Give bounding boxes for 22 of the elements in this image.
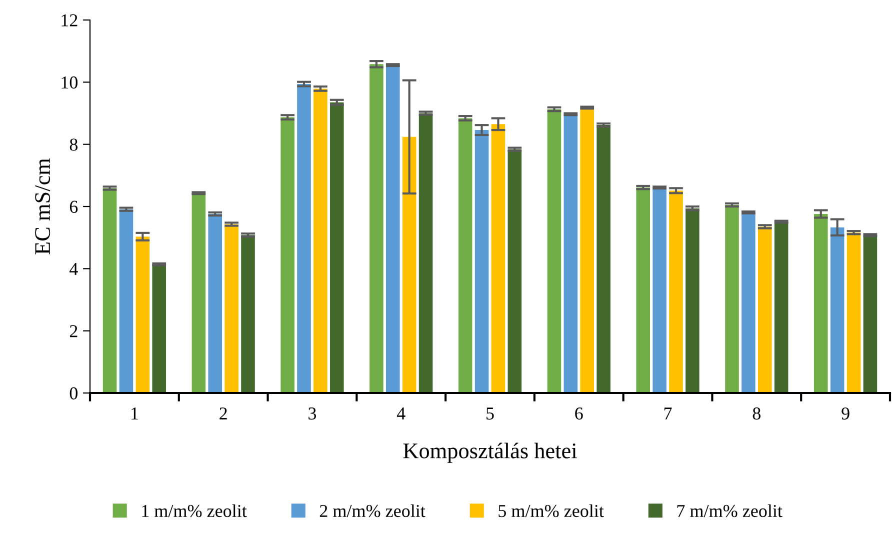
x-tick-label: 5 bbox=[486, 408, 494, 420]
y-tick-label: 6 bbox=[70, 200, 78, 213]
y-tick-label: 2 bbox=[70, 325, 78, 338]
legend-label: 1 m/m% zeolit bbox=[142, 504, 247, 518]
y-tick-label: 0 bbox=[70, 387, 78, 400]
legend-label: 2 m/m% zeolit bbox=[320, 504, 426, 518]
y-tick-label: 10 bbox=[62, 76, 78, 89]
x-tick-label: 2 bbox=[220, 407, 227, 420]
x-tick-label: 1 bbox=[132, 408, 138, 420]
x-axis-title: Komposztálás hetei bbox=[403, 442, 577, 463]
y-axis-title: EC mS/cm bbox=[35, 158, 50, 254]
y-tick-label: 8 bbox=[70, 138, 78, 151]
y-tick-label: 12 bbox=[62, 14, 78, 26]
x-tick-label: 6 bbox=[575, 407, 583, 420]
y-tick-label: 4 bbox=[70, 263, 78, 275]
legend-label: 5 m/m% zeolit bbox=[498, 504, 604, 518]
x-tick-label: 3 bbox=[308, 407, 316, 420]
x-tick-label: 9 bbox=[842, 407, 850, 420]
x-tick-label: 7 bbox=[664, 408, 672, 420]
legend-label: 7 m/m% zeolit bbox=[677, 504, 782, 518]
x-tick-label: 8 bbox=[752, 407, 760, 420]
x-tick-label: 4 bbox=[396, 408, 406, 420]
